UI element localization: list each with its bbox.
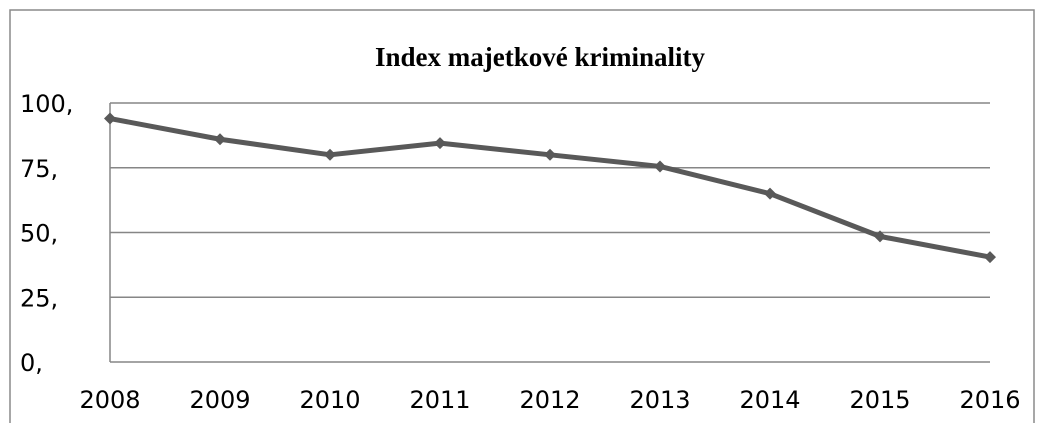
- chart-frame: [9, 9, 1035, 423]
- chart-title: Index majetkové kriminality: [375, 42, 705, 72]
- data-marker: [324, 148, 336, 161]
- data-marker: [764, 187, 776, 200]
- x-tick-label: 2015: [849, 386, 910, 414]
- y-tick-label: 25,: [20, 284, 58, 312]
- data-marker: [544, 148, 556, 161]
- x-tick-label: 2008: [79, 386, 140, 414]
- x-tick-label: 2014: [739, 386, 800, 414]
- y-tick-label: 100,: [20, 90, 73, 118]
- data-marker: [984, 251, 996, 264]
- y-tick-label: 0,: [20, 349, 43, 377]
- x-tick-label: 2012: [519, 386, 580, 414]
- data-marker: [434, 137, 446, 150]
- x-tick-label: 2013: [629, 386, 690, 414]
- y-tick-label: 75,: [20, 155, 58, 183]
- data-line: [109, 116, 991, 260]
- x-tick-label: 2011: [409, 386, 470, 414]
- x-tick-label: 2009: [189, 386, 250, 414]
- data-marker: [654, 160, 666, 173]
- data-marker: [104, 112, 116, 125]
- data-marker: [874, 230, 886, 243]
- x-tick-label: 2016: [959, 386, 1020, 414]
- y-tick-label: 50,: [20, 220, 58, 248]
- x-tick-label: 2010: [299, 386, 360, 414]
- data-marker: [214, 133, 226, 146]
